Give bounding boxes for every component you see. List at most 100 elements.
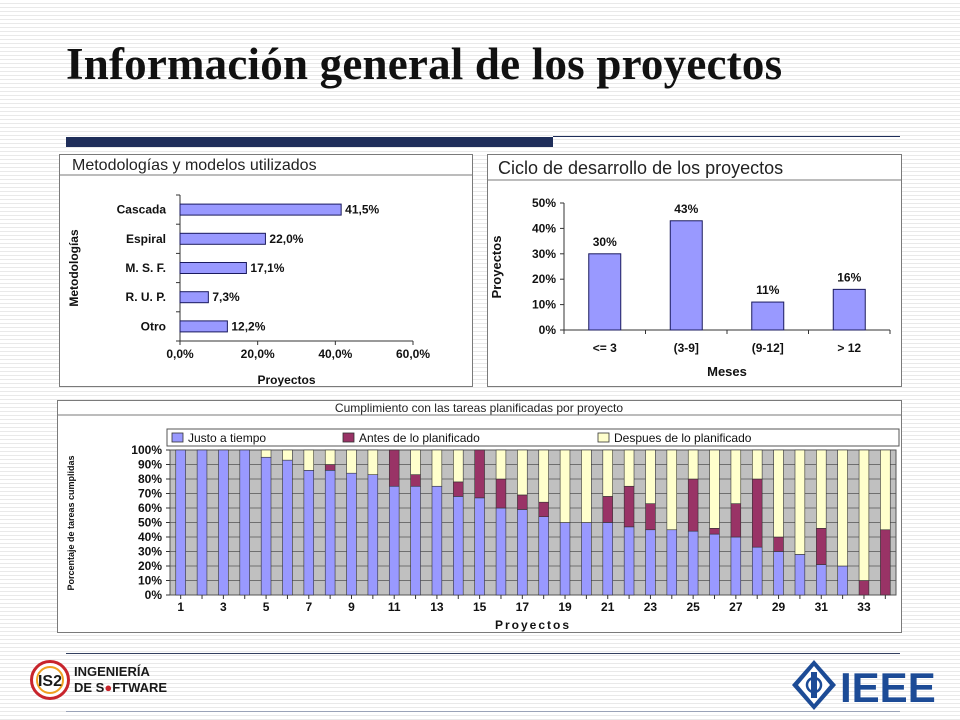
x-axis-title: Proyectos: [257, 373, 315, 386]
bar: [588, 253, 622, 331]
bar-segment: [388, 485, 400, 596]
bar-segment: [730, 536, 742, 596]
bar-segment: [581, 449, 592, 523]
bar-segment: [282, 449, 293, 461]
slide-title: Información general de los proyectos: [66, 39, 783, 89]
bar-segment: [645, 449, 656, 504]
x-tick-label: 0,0%: [166, 347, 194, 361]
x-tick-label: 15: [473, 600, 487, 614]
bar-segment: [816, 564, 827, 596]
y-tick-label: 10%: [138, 574, 162, 588]
is2-logo-line1: INGENIERÍA: [74, 664, 150, 679]
data-label: 11%: [756, 283, 780, 297]
bar-segment: [282, 459, 293, 596]
bar-segment: [773, 536, 784, 552]
bar-segment: [239, 449, 250, 596]
task-compliance-chart-panel: Cumplimiento con las tareas planificadas…: [57, 400, 902, 633]
x-tick-label: 19: [558, 600, 572, 614]
x-tick-label: 20,0%: [241, 347, 275, 361]
y-tick-label: 80%: [138, 472, 162, 486]
bar-segment: [794, 554, 806, 596]
bar-segment: [837, 449, 848, 567]
bar-segment: [346, 472, 357, 596]
bar-segment: [730, 503, 742, 538]
y-tick-label: 30%: [138, 545, 162, 559]
legend-swatch: [171, 432, 184, 443]
bar-segment: [218, 449, 229, 596]
y-tick-label: 90%: [138, 458, 162, 472]
ieee-logo-text: IEEE: [840, 664, 936, 711]
x-tick-label: 11: [388, 600, 401, 614]
legend-swatch: [597, 432, 610, 443]
category-label: (9-12]: [752, 341, 784, 355]
legend-label: Despues de lo planificado: [614, 431, 752, 445]
category-label: Otro: [141, 319, 166, 333]
bar-segment: [260, 449, 272, 458]
ieee-logo-icon: IEEE: [792, 660, 936, 711]
bar-segment: [687, 449, 699, 480]
bar-segment: [709, 449, 720, 529]
bar-segment: [324, 449, 336, 465]
x-tick-label: 31: [815, 600, 829, 614]
bar-segment: [517, 449, 528, 496]
bar-segment: [559, 522, 571, 596]
bar-segment: [559, 449, 571, 523]
bar-segment: [666, 529, 678, 596]
bar-segment: [303, 449, 315, 471]
bar-segment: [666, 449, 678, 531]
category-label: R. U. P.: [126, 290, 166, 304]
bar-segment: [367, 474, 379, 596]
y-axis-title: Metodologías: [67, 229, 81, 307]
y-tick-label: 0%: [145, 588, 163, 602]
bar-segment: [324, 464, 336, 471]
y-axis-title: Porcentaje de tareas cumplidas: [66, 455, 76, 590]
bar-segment: [602, 449, 613, 497]
bar-segment: [175, 449, 186, 596]
category-label: M. S. F.: [125, 261, 166, 275]
bar-segment: [517, 509, 528, 596]
x-tick-label: 5: [263, 600, 270, 614]
x-tick-label: 33: [857, 600, 871, 614]
chart-title: Ciclo de desarrollo de los proyectos: [498, 158, 783, 178]
chart-title: Cumplimiento con las tareas planificadas…: [335, 401, 623, 415]
x-axis-title: Meses: [707, 364, 747, 379]
bar-segment: [623, 526, 635, 596]
is2-logo-line2: DE S●FTWARE: [74, 680, 168, 695]
y-tick-label: 40%: [532, 221, 556, 235]
x-tick-label: 9: [348, 600, 355, 614]
bar: [179, 232, 266, 245]
bar-segment: [431, 449, 443, 487]
x-tick-label: 17: [516, 600, 530, 614]
bar-segment: [410, 474, 421, 487]
y-tick-label: 100%: [131, 443, 162, 457]
data-label: 22,0%: [269, 232, 303, 246]
title-rule-thin: [553, 136, 900, 137]
chart-title: Metodologías y modelos utilizados: [72, 157, 317, 174]
x-tick-label: 25: [686, 600, 700, 614]
dev-cycle-chart-panel: Ciclo de desarrollo de los proyectos 0% 10…: [487, 154, 902, 387]
bar-segment: [751, 449, 763, 480]
bar: [179, 262, 247, 274]
y-tick-label: 20%: [532, 272, 556, 286]
data-label: 7,3%: [212, 290, 240, 304]
bar-segment: [453, 449, 464, 483]
methodologies-chart: Metodologías y modelos utilizados 0,0% 20,…: [60, 157, 472, 386]
x-tick-label: 13: [430, 600, 444, 614]
bar: [751, 301, 785, 331]
bar-segment: [474, 449, 485, 499]
bar-segment: [495, 449, 507, 480]
bar-segment: [751, 546, 763, 596]
footer-rule: [66, 653, 900, 654]
bar-segment: [773, 449, 784, 538]
bar-segment: [303, 470, 315, 596]
y-tick-label: 60%: [138, 501, 162, 515]
bar-segment: [687, 530, 699, 596]
y-tick-label: 50%: [532, 196, 556, 210]
bar-segment: [196, 449, 208, 596]
data-label: 17,1%: [250, 261, 284, 275]
x-tick-label: 29: [772, 600, 786, 614]
y-axis-title: Proyectos: [489, 236, 504, 299]
bar-segment: [495, 507, 507, 596]
footer-rule-light: [66, 711, 900, 712]
bar-segment: [474, 497, 485, 596]
